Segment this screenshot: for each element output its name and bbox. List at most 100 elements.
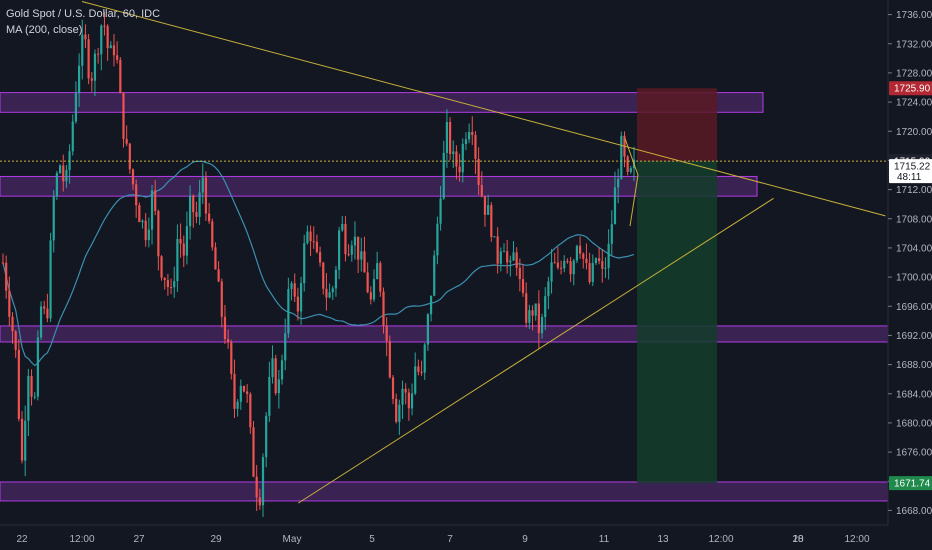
- candle-body: [125, 138, 128, 144]
- candle-body: [299, 283, 303, 312]
- candle-body: [534, 303, 537, 316]
- candle-body: [90, 78, 93, 81]
- candle-body: [97, 53, 100, 55]
- candle-body: [198, 192, 201, 217]
- trendline-0: [81, 0, 886, 217]
- time-tick-label: 13: [657, 534, 669, 545]
- candle-body: [116, 55, 119, 60]
- candle-body: [540, 317, 544, 334]
- price-tick-label: 1688.00: [896, 360, 932, 371]
- price-tick-label: 1684.00: [896, 389, 932, 400]
- candle-body: [119, 59, 122, 93]
- candle-body: [468, 131, 471, 140]
- candle-body: [537, 303, 540, 334]
- candle-body: [366, 272, 369, 293]
- candle-body: [391, 377, 395, 399]
- time-tick-label: 29: [210, 534, 222, 545]
- candle-body: [220, 281, 223, 317]
- candle-body: [33, 396, 36, 398]
- candle-body: [106, 26, 109, 49]
- candle-body: [150, 190, 154, 230]
- candle-body: [455, 151, 458, 167]
- candle-body: [553, 262, 556, 264]
- candle-body: [131, 169, 135, 185]
- candle-body: [20, 418, 24, 461]
- candle-body: [376, 263, 379, 280]
- candle-body: [575, 245, 579, 261]
- candle-body: [417, 366, 420, 372]
- candle-body: [188, 195, 192, 227]
- candle-body: [464, 139, 468, 144]
- price-axis[interactable]: 1668.001672.001676.001680.001684.001688.…: [887, 0, 932, 525]
- candle-body: [452, 151, 455, 154]
- candle-body: [201, 177, 204, 193]
- zone-2: [0, 325, 889, 343]
- candle-body: [338, 230, 341, 270]
- candle-body: [629, 168, 632, 172]
- take-profit-area: [637, 161, 717, 484]
- candle-body: [556, 262, 559, 268]
- candle-body: [398, 404, 401, 422]
- trendlines[interactable]: [81, 0, 886, 504]
- time-tick-label: 9: [522, 534, 528, 545]
- candle-body: [315, 241, 319, 253]
- ma-200-line: [2, 160, 635, 367]
- price-tick-label: 1680.00: [896, 418, 932, 429]
- candle-body: [239, 385, 242, 402]
- candle-body: [506, 251, 509, 263]
- candle-body: [71, 121, 74, 152]
- candle-body: [350, 245, 353, 255]
- zone-1: [0, 175, 758, 197]
- candle-body: [496, 236, 499, 264]
- candle-body: [43, 306, 46, 309]
- price-tick-label: 1708.00: [896, 214, 932, 225]
- candle-body: [582, 253, 585, 259]
- time-tick-label: 20: [792, 534, 804, 545]
- candle-body: [182, 243, 185, 256]
- candle-body: [242, 385, 246, 392]
- price-tick-label: 1668.00: [896, 506, 932, 517]
- candle-body: [410, 393, 414, 409]
- candle-body: [493, 236, 496, 238]
- price-tick-label: 1676.00: [896, 448, 932, 459]
- candle-body: [217, 269, 220, 282]
- candlestick-series: [1, 11, 636, 517]
- moving-average-line: [2, 160, 635, 367]
- candle-body: [423, 344, 426, 373]
- candle-body: [236, 401, 239, 409]
- time-tick-label: 5: [369, 534, 375, 545]
- candle-body: [166, 279, 169, 288]
- price-tag: [889, 81, 932, 96]
- candle-body: [58, 165, 62, 174]
- candle-body: [477, 158, 480, 185]
- candle-body: [544, 296, 547, 318]
- candle-body: [100, 25, 103, 55]
- price-tick-label: 1732.00: [896, 39, 932, 50]
- price-tag: [889, 476, 932, 491]
- candle-body: [141, 220, 144, 223]
- candle-body: [109, 45, 112, 49]
- candle-body: [382, 291, 385, 326]
- candle-body: [528, 310, 531, 323]
- indicator-label: MA (200, close): [6, 24, 83, 36]
- short-position-tool[interactable]: [637, 88, 717, 484]
- candle-body: [318, 252, 322, 263]
- time-axis[interactable]: 22 12:00 27 29 May 5 7 9 11 13 12:00 18 12:00 20: [0, 524, 888, 545]
- price-tick-label: 1728.00: [896, 68, 932, 79]
- chart-legend: Gold Spot / U.S. Dollar, 60, IDC MA (200…: [6, 6, 160, 38]
- candle-body: [312, 241, 315, 243]
- candle-body: [518, 267, 521, 280]
- candle-body: [223, 316, 227, 340]
- candle-body: [442, 152, 445, 199]
- candle-body: [138, 205, 141, 223]
- candle-body: [27, 376, 30, 421]
- candle-body: [157, 210, 160, 257]
- candle-body: [588, 263, 591, 283]
- price-tick-label: 1700.00: [896, 273, 932, 284]
- candle-body: [429, 295, 433, 315]
- candle-body: [407, 392, 410, 409]
- candle-body: [39, 306, 43, 338]
- candle-body: [372, 279, 376, 300]
